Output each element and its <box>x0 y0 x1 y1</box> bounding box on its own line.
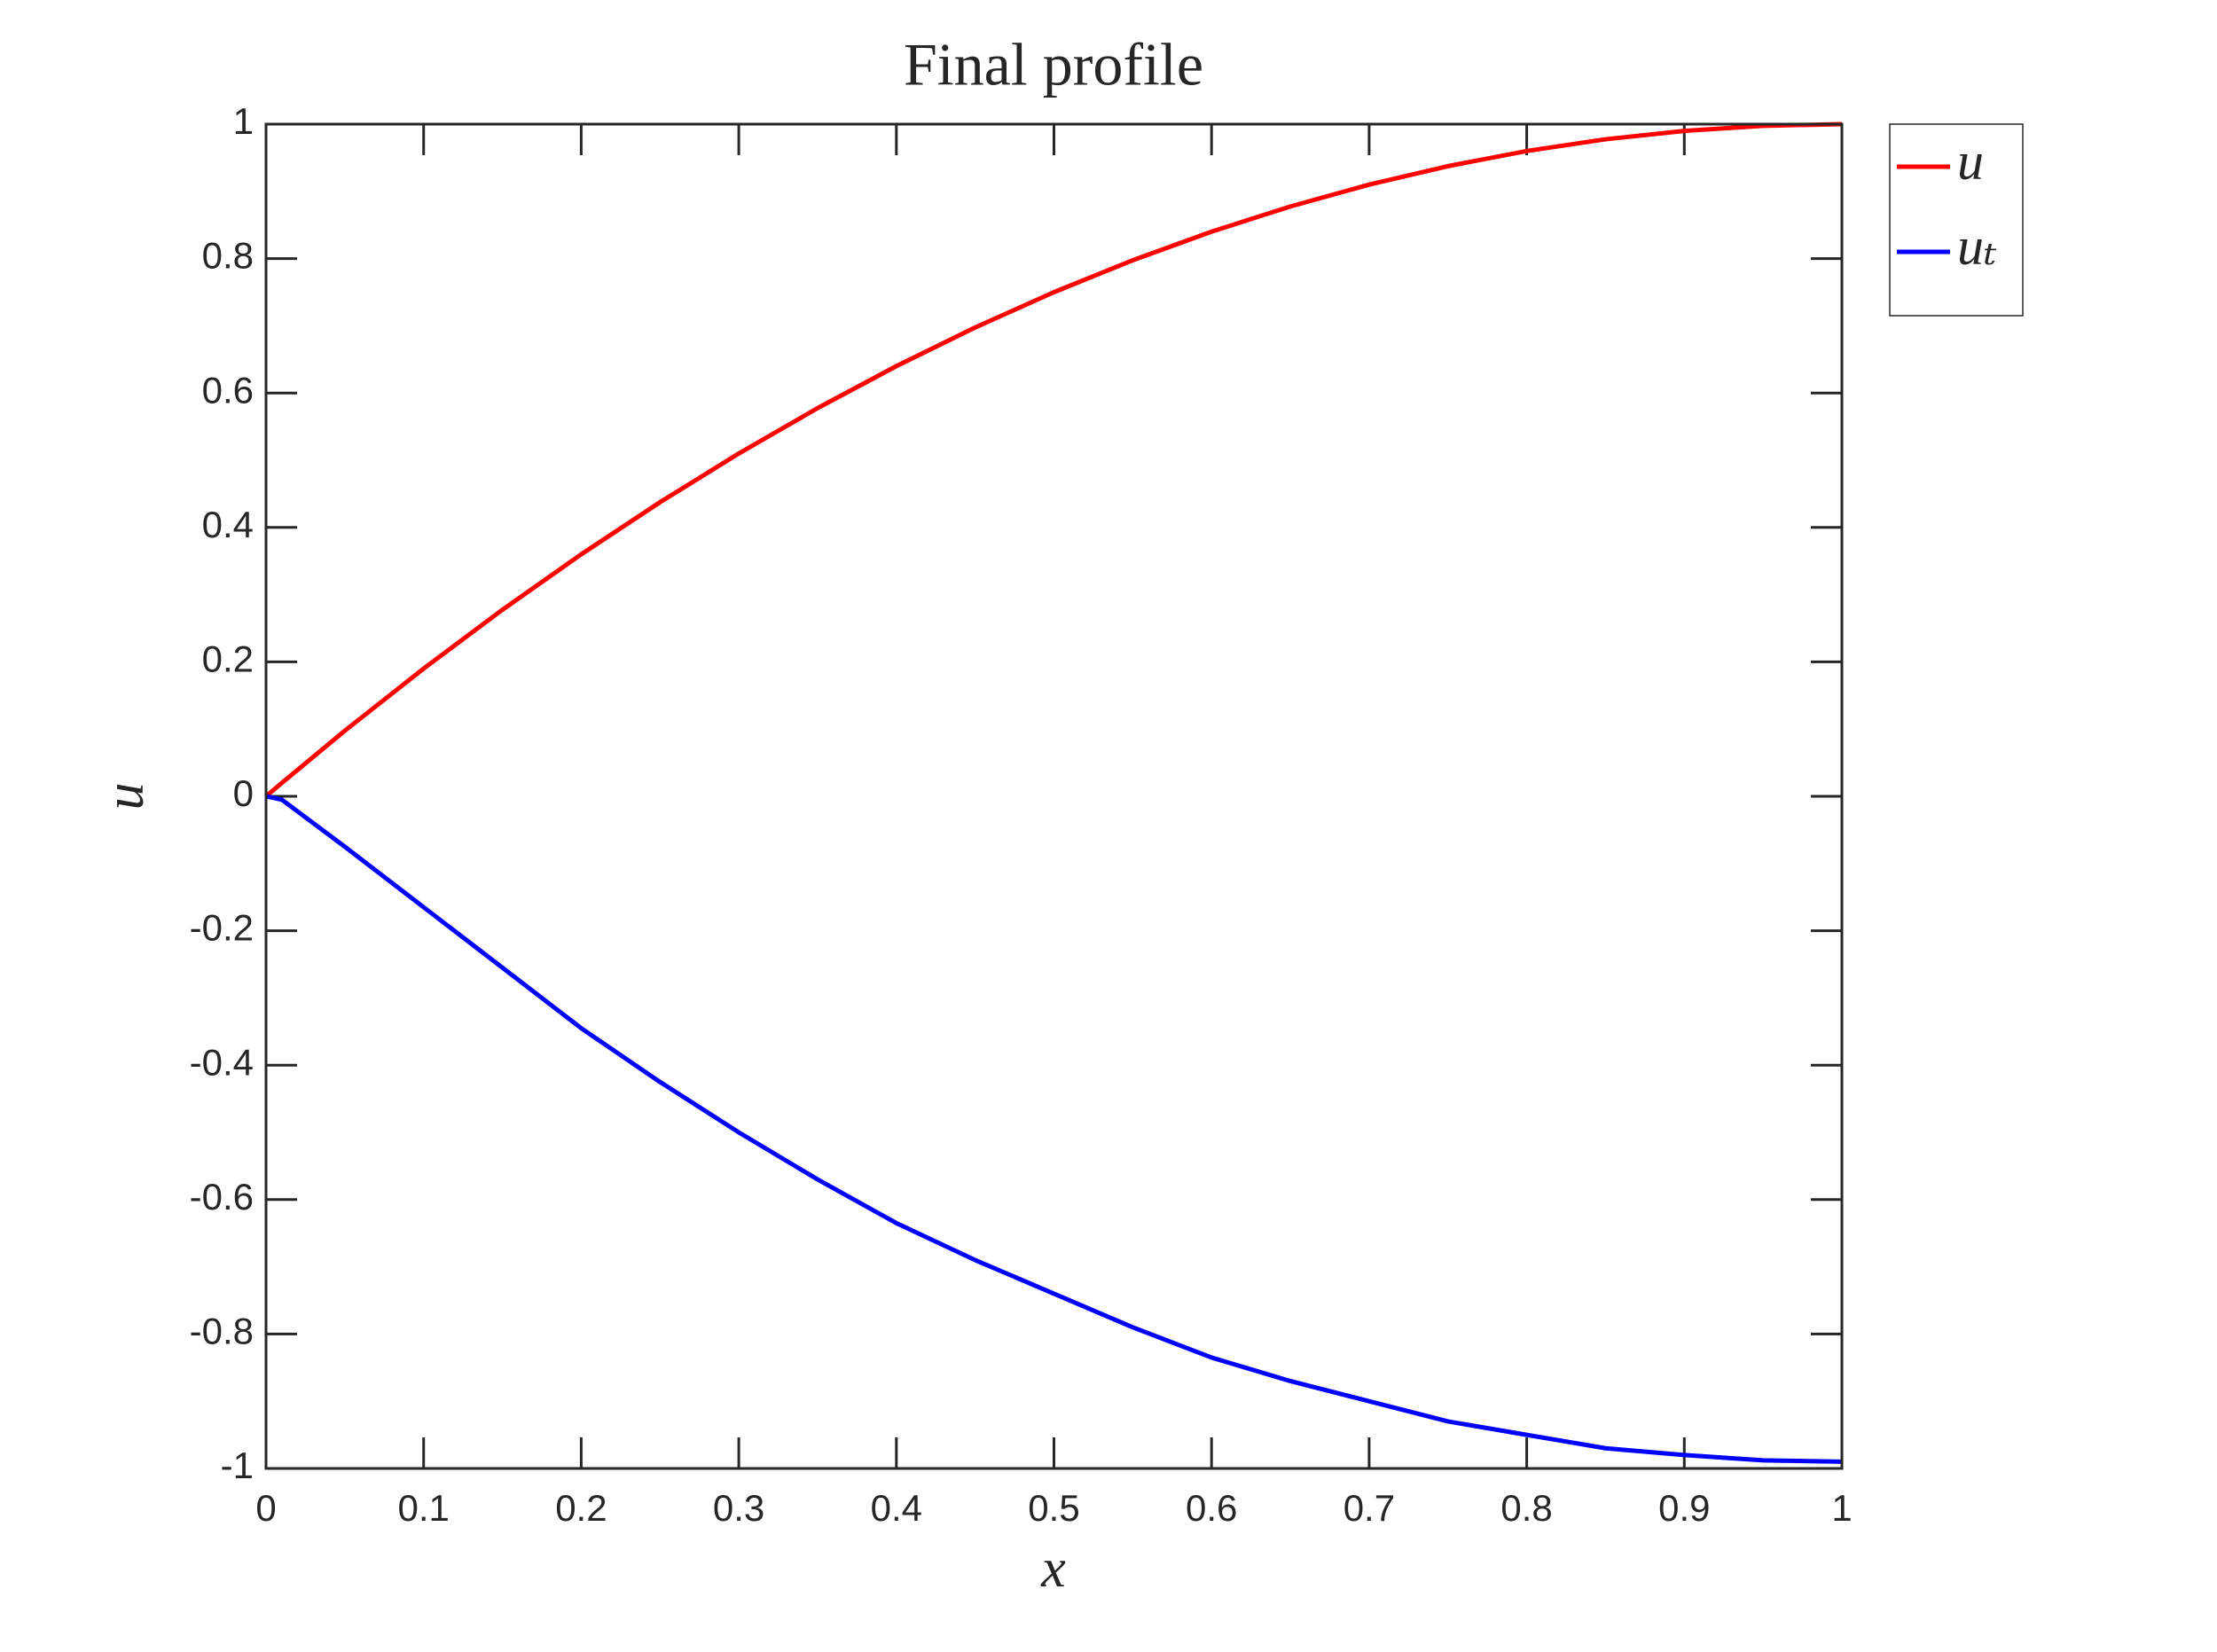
legend-box <box>1889 123 2024 317</box>
x-tick-label: 0.4 <box>871 1487 922 1529</box>
x-tick-label: 0.6 <box>1186 1487 1237 1529</box>
data-line <box>264 121 1843 798</box>
y-tick-label: 0.4 <box>202 504 254 545</box>
y-tick-label: -0.4 <box>190 1041 254 1083</box>
legend-label: u <box>1957 132 1984 191</box>
y-tick-label: 1 <box>233 100 254 142</box>
y-tick-label: -0.2 <box>190 907 254 949</box>
legend-label: uₜ <box>1957 217 1997 276</box>
x-tick-label: 0.3 <box>713 1487 764 1529</box>
y-tick-label: 0.2 <box>202 638 254 679</box>
x-axis-label: x <box>1040 1538 1066 1599</box>
y-tick-label: 0.6 <box>202 369 254 411</box>
x-tick-label: 0.7 <box>1344 1487 1395 1529</box>
x-tick-label: 0.9 <box>1658 1487 1710 1529</box>
axes-box <box>264 122 1844 1470</box>
x-tick-label: 0.1 <box>398 1487 450 1529</box>
y-tick-label: 0.8 <box>202 235 254 277</box>
y-tick-label: -0.6 <box>190 1176 254 1217</box>
y-tick-label: -0.8 <box>190 1310 254 1351</box>
chart-title: Final profile <box>904 31 1203 98</box>
x-tick-label: 1 <box>1831 1487 1852 1529</box>
y-tick-label: 0 <box>233 772 254 814</box>
y-tick-label: -1 <box>221 1445 254 1486</box>
x-tick-label: 0.2 <box>555 1487 607 1529</box>
x-tick-label: 0 <box>255 1487 276 1529</box>
x-tick-label: 0.8 <box>1500 1487 1552 1529</box>
data-line <box>265 794 1843 1464</box>
x-tick-label: 0.5 <box>1028 1487 1079 1529</box>
y-axis-label: u <box>95 783 155 810</box>
